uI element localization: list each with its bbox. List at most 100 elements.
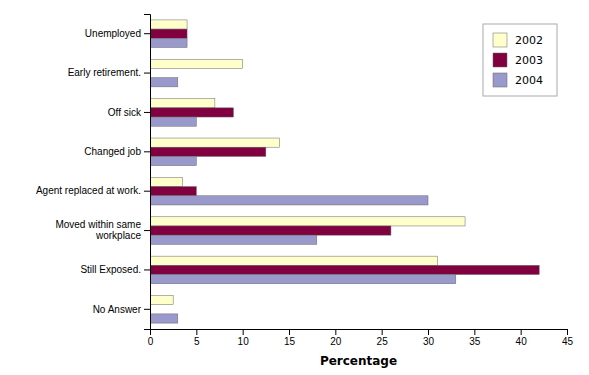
x-tick-label: 45 <box>562 336 574 347</box>
legend-frame <box>483 24 557 96</box>
x-tick-mark <box>521 329 522 335</box>
y-tick: Changed job <box>84 146 150 157</box>
legend-swatch <box>493 53 507 67</box>
x-tick: 30 <box>423 329 435 347</box>
x-tick-label: 5 <box>194 336 200 347</box>
x-tick: 40 <box>516 329 528 347</box>
x-tick: 20 <box>330 329 342 347</box>
legend-swatch <box>493 33 507 47</box>
y-tick: Agent replaced at work. <box>36 185 150 196</box>
y-tick: No Answer <box>93 304 150 315</box>
y-tick-label: No Answer <box>93 304 142 315</box>
bar <box>150 108 233 117</box>
x-tick-mark <box>382 329 383 335</box>
series <box>150 20 465 305</box>
x-tick-label: 15 <box>284 336 296 347</box>
bar <box>150 156 196 165</box>
y-tick-label-line: Moved within same <box>55 219 141 230</box>
x-tick-label: 10 <box>238 336 250 347</box>
bar <box>150 256 437 265</box>
y-tick-label: Agent replaced at work. <box>36 185 141 196</box>
x-tick: 45 <box>562 329 574 347</box>
y-tick-mark <box>144 33 150 34</box>
y-tick: Off sick <box>108 107 150 118</box>
x-tick: 25 <box>377 329 389 347</box>
x-tick-mark <box>289 329 290 335</box>
x-tick-mark <box>335 329 336 335</box>
bar <box>150 296 173 305</box>
legend-swatch <box>493 73 507 87</box>
y-tick-label: Unemployed <box>85 28 141 39</box>
y-tick-label: Moved within sameworkplace <box>55 219 141 241</box>
y-tick-label-line: Agent replaced at work. <box>36 185 141 196</box>
y-tick-label-line: workplace <box>95 230 141 241</box>
x-tick-mark <box>196 329 197 335</box>
y-tick-mark <box>144 151 150 152</box>
y-tick-label-line: No Answer <box>93 304 142 315</box>
y-tick-label-line: Unemployed <box>85 28 141 39</box>
y-tick-mark <box>144 309 150 310</box>
x-tick-label: 20 <box>330 336 342 347</box>
series <box>150 38 456 323</box>
y-tick-label: Changed job <box>84 146 141 157</box>
y-tick: Moved within sameworkplace <box>55 219 150 241</box>
bar <box>150 78 178 87</box>
x-tick-mark <box>243 329 244 335</box>
series <box>150 29 539 274</box>
bar <box>150 99 215 108</box>
y-tick-label-line: Still Exposed. <box>80 264 141 275</box>
x-tick-label: 35 <box>469 336 481 347</box>
bar <box>150 117 196 126</box>
legend-label: 2004 <box>515 74 543 87</box>
legend-label: 2003 <box>515 54 543 67</box>
legend-item: 2002 <box>493 33 543 47</box>
x-tick-label: 30 <box>423 336 435 347</box>
legend-item: 2003 <box>493 53 543 67</box>
y-tick-mark <box>144 112 150 113</box>
y-tick-mark <box>144 73 150 74</box>
x-axis-title: Percentage <box>320 354 397 368</box>
x-tick-label: 40 <box>516 336 528 347</box>
bar <box>150 226 391 235</box>
x-tick-label: 25 <box>377 336 389 347</box>
y-tick-label-line: Off sick <box>108 107 142 118</box>
bar <box>150 147 266 156</box>
y-tick: Unemployed <box>85 28 150 39</box>
bar <box>150 177 182 186</box>
x-tick-mark <box>474 329 475 335</box>
legend-item: 2004 <box>493 73 543 87</box>
bar <box>150 275 456 284</box>
bar <box>150 217 465 226</box>
bars <box>150 20 539 323</box>
bar <box>150 314 178 323</box>
y-tick: Early retirement. <box>68 67 150 78</box>
y-tick-label-line: Changed job <box>84 146 141 157</box>
legend-label: 2002 <box>515 34 543 47</box>
x-tick: 15 <box>284 329 296 347</box>
bar <box>150 196 428 205</box>
bar <box>150 29 187 38</box>
bar <box>150 187 196 196</box>
y-tick-label: Off sick <box>108 107 142 118</box>
y-axis: No Answer Still Exposed. Moved within same… <box>36 15 151 330</box>
chart: 0 5 10 15 20 25 30 35 40 45 No Answer Still Exposed… <box>0 0 589 375</box>
y-tick-label-line: Early retirement. <box>68 67 141 78</box>
y-axis-line <box>144 15 151 330</box>
bar <box>150 38 187 47</box>
x-tick: 35 <box>469 329 481 347</box>
bar <box>150 20 187 29</box>
bar <box>150 235 317 244</box>
y-tick-mark <box>144 191 150 192</box>
bar <box>150 265 539 274</box>
x-tick-mark <box>567 329 568 335</box>
y-tick-label: Early retirement. <box>68 67 141 78</box>
x-tick-label: 0 <box>148 336 154 347</box>
x-tick: 0 <box>148 329 154 347</box>
x-axis: 0 5 10 15 20 25 30 35 40 45 <box>148 329 574 347</box>
y-tick-mark <box>144 269 150 270</box>
y-tick: Still Exposed. <box>80 264 150 275</box>
legend: 2002 2003 2004 <box>483 24 557 96</box>
bar <box>150 59 243 68</box>
bar <box>150 138 280 147</box>
plot: 0 5 10 15 20 25 30 35 40 45 No Answer Still Exposed… <box>36 15 574 369</box>
